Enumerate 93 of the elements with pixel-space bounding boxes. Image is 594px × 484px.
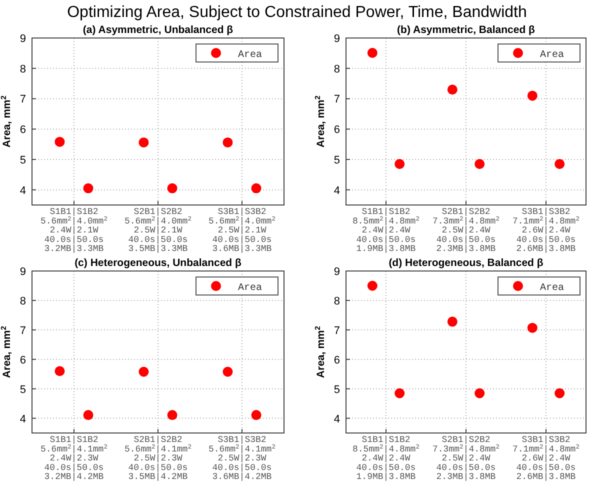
text: 3.2MB|4.2MB (44, 472, 104, 482)
y-tick-label: 7 (334, 324, 340, 337)
y-tick-label: 4 (334, 413, 340, 426)
chart-title: (d) Heterogeneous, Balanced β (388, 257, 544, 269)
text: 2.5W|2.1W (134, 226, 183, 236)
y-tick-label: 9 (20, 266, 26, 278)
text: 2.4W|2.3W (50, 454, 99, 464)
x-tick-label: S2B1|S2B2 (442, 435, 490, 445)
y-tick-label: 7 (334, 94, 340, 106)
text: 7.3mm$^{2}$|4.8mm$^{2}$ (432, 214, 500, 226)
text: 40.0s|50.0s (516, 462, 576, 473)
y-tick-label: 8 (20, 295, 26, 308)
y-tick-label: 4 (334, 184, 340, 197)
text: 2.5W|2.4W (442, 226, 491, 236)
text: 2.3MB|3.8MB (436, 244, 496, 254)
text: 5.6mm$^{2}$|4.1mm$^{2}$ (208, 442, 276, 454)
x-tick-label: S1B1|S1B2 (50, 207, 98, 217)
text: 40.0s|50.0s (212, 234, 272, 245)
text: 3.5MB|4.2MB (128, 472, 188, 482)
y-tick-label: 6 (20, 354, 26, 366)
text: 3.6MB|4.2MB (212, 472, 272, 482)
text: 5.6mm$^{2}$|4.0mm$^{2}$ (208, 214, 276, 226)
legend-label: Area (540, 50, 564, 61)
x-tick-label: S2B1|S2B2 (134, 435, 182, 445)
text: 2.4W|2.4W (362, 454, 411, 464)
y-tick-label: 8 (20, 63, 26, 76)
text: 7.3mm$^{2}$|4.8mm$^{2}$ (432, 442, 500, 454)
x-tick-label: S2B1|S2B2 (442, 207, 490, 217)
y-tick-label: 8 (334, 63, 340, 76)
text: 2.5W|2.4W (442, 454, 491, 464)
text: Optimizing Area, Subject to Constrained Power, Time, Bandwidth (67, 4, 527, 21)
x-tick-label: S1B1|S1B2 (50, 435, 98, 445)
x-tick-label: S2B1|S2B2 (134, 207, 182, 217)
text: 2.6W|2.4W (522, 226, 571, 236)
x-tick-label: S1B1|S1B2 (362, 207, 410, 217)
text: 5.6mm$^{2}$|4.0mm$^{2}$ (40, 214, 108, 226)
y-tick-label: 6 (20, 124, 26, 136)
text: 40.0s|50.0s (436, 462, 496, 473)
y-tick-label: 7 (20, 324, 26, 337)
text: 2.3MB|3.8MB (436, 472, 496, 482)
x-tick-label: S3B1|S3B2 (522, 207, 570, 217)
y-tick-label: 6 (334, 124, 340, 136)
text: 2.5W|2.3W (218, 454, 267, 464)
legend-label: Area (238, 50, 262, 61)
text: 2.6MB|3.8MB (516, 244, 576, 254)
text: 3.2MB|3.3MB (44, 244, 104, 254)
text: 2.6MB|3.8MB (516, 472, 576, 482)
chart-title: (a) Asymmetric, Unbalanced β (82, 24, 234, 36)
text: 1.9MB|3.8MB (356, 472, 416, 482)
text: 2.5W|2.3W (134, 454, 183, 464)
x-tick-label: S3B1|S3B2 (522, 435, 570, 445)
text: 2.4W|2.4W (362, 226, 411, 236)
text: 2.6W|2.4W (522, 454, 571, 464)
text: 3.6MB|3.3MB (212, 244, 272, 254)
text: 40.0s|50.0s (128, 462, 188, 473)
legend-label: Area (540, 283, 564, 294)
chart-title: (b) Asymmetric, Balanced β (397, 24, 536, 36)
text: 7.1mm$^{2}$|4.8mm$^{2}$ (512, 214, 580, 226)
y-tick-label: 5 (334, 384, 340, 396)
x-tick-label: S3B1|S3B2 (218, 435, 266, 445)
y-tick-label: 5 (20, 384, 26, 396)
y-tick-label: 9 (334, 33, 340, 45)
text: 40.0s|50.0s (356, 234, 416, 245)
y-tick-label: 6 (334, 354, 340, 366)
text: 40.0s|50.0s (44, 462, 104, 473)
text: 3.5MB|3.3MB (128, 244, 188, 254)
text: 5.6mm$^{2}$|4.1mm$^{2}$ (40, 442, 108, 454)
text: 40.0s|50.0s (436, 234, 496, 245)
text: 40.0s|50.0s (212, 462, 272, 473)
text: 5.6mm$^{2}$|4.0mm$^{2}$ (124, 214, 192, 226)
y-tick-label: 9 (20, 33, 26, 45)
x-tick-label: S1B1|S1B2 (362, 435, 410, 445)
text: 40.0s|50.0s (356, 462, 416, 473)
y-tick-label: 5 (20, 154, 26, 166)
text: 2.4W|2.1W (50, 226, 99, 236)
x-tick-label: S3B1|S3B2 (218, 207, 266, 217)
y-tick-label: 4 (20, 184, 26, 197)
y-tick-label: 9 (334, 266, 340, 278)
text: 40.0s|50.0s (128, 234, 188, 245)
legend-label: Area (238, 283, 262, 294)
text: 40.0s|50.0s (44, 234, 104, 245)
text: 8.5mm$^{2}$|4.8mm$^{2}$ (352, 214, 420, 226)
text: 7.1mm$^{2}$|4.8mm$^{2}$ (512, 442, 580, 454)
y-tick-label: 8 (334, 295, 340, 308)
chart-title: (c) Heterogeneous, Unbalanced β (74, 257, 242, 269)
text: 2.5W|2.1W (218, 226, 267, 236)
y-tick-label: 5 (334, 154, 340, 166)
text: 5.6mm$^{2}$|4.1mm$^{2}$ (124, 442, 192, 454)
y-tick-label: 7 (20, 94, 26, 106)
text: 8.5mm$^{2}$|4.8mm$^{2}$ (352, 442, 420, 454)
text: 1.9MB|3.8MB (356, 244, 416, 254)
text: 40.0s|50.0s (516, 234, 576, 245)
y-tick-label: 4 (20, 413, 26, 426)
